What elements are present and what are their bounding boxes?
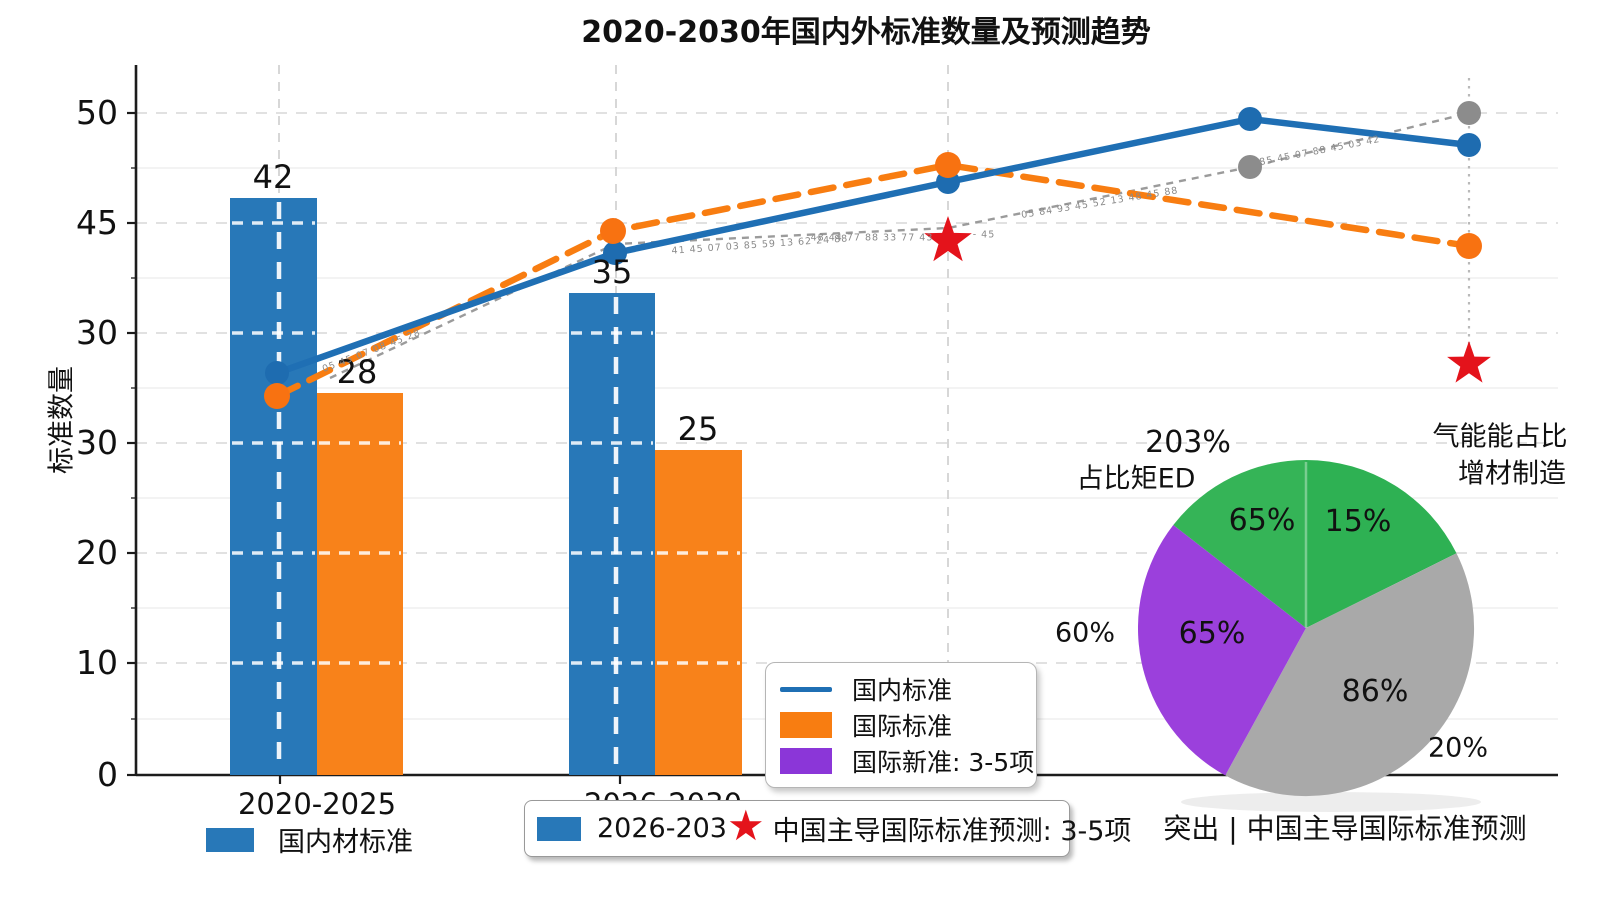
bar-value-label: 28: [336, 353, 378, 392]
x-tick-label: 2020-2025: [237, 787, 397, 821]
y-tick-label: 30: [76, 423, 118, 463]
pie-slice-0: [1306, 460, 1457, 628]
blue-marker-dot: [1457, 133, 1481, 157]
pie-slice-1: [1225, 553, 1475, 797]
pie-label: 增材制造: [1458, 458, 1566, 490]
y-tick-label: 50: [76, 93, 118, 133]
blue-rect-swatch-icon: [206, 827, 254, 852]
orange-rect-swatch-icon: [780, 712, 832, 738]
pie-label: 86%: [1341, 673, 1409, 709]
y-tick-label: 20: [76, 533, 118, 573]
y-tick-label: 45: [76, 203, 118, 243]
legend-item-label: 国际新准: 3-5项: [852, 748, 1035, 777]
y-axis-title: 标准数量: [46, 366, 78, 474]
pie-slice-2: [1137, 525, 1306, 776]
red-star-icon: ★: [727, 800, 765, 850]
pie-label: 气能能占比: [1432, 421, 1568, 453]
legend-box: 国内标准 国际标准 国际新准: 3-5项: [765, 662, 1037, 788]
bar-value-label: 42: [252, 158, 294, 197]
bottom-right-legend-label: 中国主导国际标准预测: 3-5项: [772, 816, 1132, 847]
legend-item-domestic: 国内标准: [780, 671, 1022, 707]
bottom-left-legend-label: 国内材标准: [278, 827, 413, 858]
bottom-right-legend: 2026-203 ★ 中国主导国际标准预测: 3-5项: [524, 800, 1131, 857]
gray-marker-dot: [1238, 155, 1262, 179]
blue-rect-swatch-icon: [537, 816, 581, 841]
orange-marker-dot: [264, 383, 290, 409]
pie-slice-3: [1173, 460, 1306, 628]
bar-domestic-2020: [230, 198, 317, 775]
bar-value-label: 35: [591, 253, 633, 292]
bar-domestic-2026: [569, 293, 655, 775]
bar-value-label: 25: [677, 410, 719, 449]
blue-marker-dot: [1238, 107, 1262, 131]
blue-marker-dot: [603, 241, 627, 265]
blue-line-swatch-icon: [780, 686, 832, 692]
y-tick-label: 10: [76, 643, 118, 683]
legend-item-international: 国际标准: [780, 707, 1022, 743]
prediction-star-icon: [924, 216, 972, 262]
pie-label: 20%: [1427, 732, 1489, 764]
orange-marker-dot: [1456, 233, 1482, 259]
gray-marker-dot: [1457, 101, 1481, 125]
orange-marker-dot: [935, 152, 961, 178]
pie-label: 60%: [1054, 617, 1116, 649]
legend-item-label: 国内标准: [852, 676, 953, 705]
noise-annotation: 48 44 77 88 33 77 43: [810, 232, 934, 244]
pie-caption: 突出 | 中国主导国际标准预测: [1163, 811, 1527, 845]
pie-shadow: [1181, 792, 1481, 812]
legend-item-new-standards: 国际新准: 3-5项: [780, 743, 1034, 779]
pie-label: 65%: [1178, 615, 1246, 651]
purple-rect-swatch-icon: [780, 748, 832, 774]
blue-marker-dot: [265, 361, 289, 385]
bar-intl-2026: [655, 450, 742, 775]
pie-label: 203%: [1145, 424, 1231, 460]
y-tick-label: 0: [97, 755, 118, 795]
prediction-star-icon: [1447, 341, 1491, 383]
y-tick-label: 30: [76, 313, 118, 353]
orange-marker-dot: [600, 218, 626, 244]
pie-label: 占比矩ED: [1076, 463, 1196, 495]
bottom-left-legend: 国内材标准: [206, 820, 413, 859]
bottom-right-legend-prefix: 2026-203: [597, 813, 727, 844]
legend-item-label: 国际标准: [852, 712, 953, 741]
bar-intl-2020: [317, 393, 403, 775]
pie-label: 65%: [1228, 502, 1296, 538]
chart-title: 2020-2030年国内外标准数量及预测趋势: [581, 15, 1151, 50]
pie-label: 15%: [1324, 503, 1392, 539]
noise-annotation: - 45: [972, 229, 996, 241]
